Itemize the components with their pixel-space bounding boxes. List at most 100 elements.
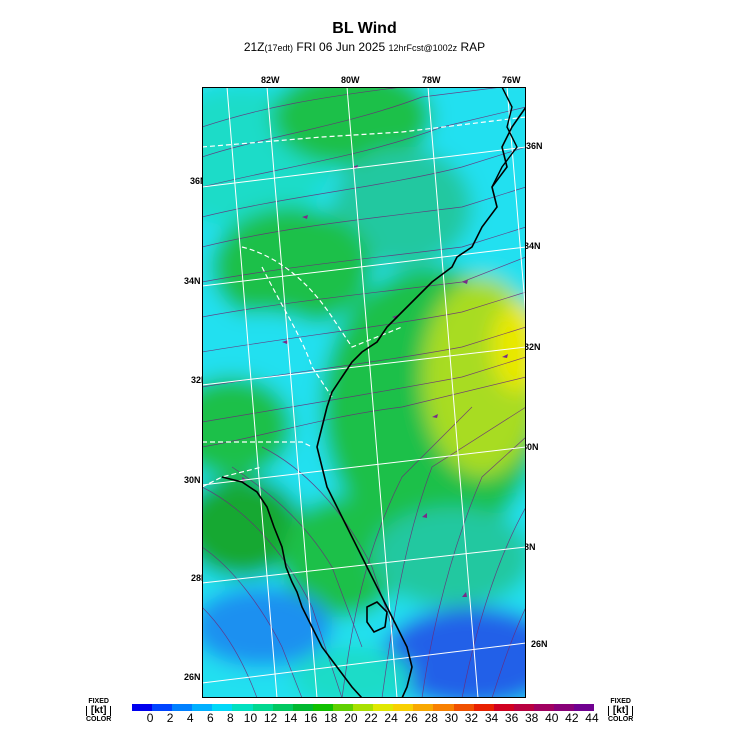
colorbar-tick-label: 36 <box>504 711 519 725</box>
colorbar-tick-label: 32 <box>464 711 479 725</box>
colorbar-tick-label: 20 <box>344 711 358 725</box>
local-time: (17edt) <box>264 43 294 53</box>
speed-field <box>212 207 372 327</box>
colorbar-tick-label: 38 <box>525 711 539 725</box>
chart-title: BL Wind <box>332 20 397 37</box>
colorbar-swatch <box>413 704 434 711</box>
lat-label-right-26n: 26N <box>531 639 548 649</box>
colorbar-tick-label: 18 <box>324 711 338 725</box>
colorbar-swatch <box>574 704 595 711</box>
colorbar-tick-label: 42 <box>565 711 579 725</box>
valid-date: FRI 06 Jun 2025 <box>296 40 386 54</box>
lat-label-left-34n: 34N <box>184 276 201 286</box>
lat-label-left-32n: 32N <box>191 375 208 385</box>
colorbar-swatch <box>292 704 313 711</box>
colorbar-tick-label: 2 <box>166 711 174 725</box>
lat-label-right-32n: 32N <box>524 342 541 352</box>
colorbar-tick-label: 10 <box>243 711 258 725</box>
colorbar-swatch <box>553 704 575 711</box>
speed-field <box>492 302 526 392</box>
chart-subtitle: 21Z(17edt) FRI 06 Jun 2025 12hrFcst@1002… <box>0 40 729 54</box>
lat-label-right-30n: 30N <box>522 442 539 452</box>
lon-label-78w: 78W <box>422 75 441 85</box>
speed-field <box>332 147 472 267</box>
colorbar-swatch <box>232 704 253 711</box>
speed-field <box>202 312 332 382</box>
colorbar-swatch <box>353 704 374 711</box>
colorbar-swatch <box>132 704 153 711</box>
gulf-coastline <box>221 476 363 698</box>
speed-field <box>202 377 292 477</box>
colorbar-swatch <box>152 704 173 711</box>
streamlines <box>202 87 526 698</box>
colorbar-tick-label: 40 <box>545 711 559 725</box>
lat-label-right-34n: 34N <box>524 241 541 251</box>
lon-label-76w: 76W <box>502 75 521 85</box>
colorbar-label-right-unit: [kt] <box>608 706 634 716</box>
speed-field <box>382 607 526 698</box>
colorbar-swatch <box>252 704 273 711</box>
lon-label-80w: 80W <box>341 75 360 85</box>
wind-map <box>202 87 526 698</box>
colorbar-swatch <box>493 704 514 711</box>
colorbar-label-left-line1: FIXED <box>88 698 109 705</box>
colorbar-swatch <box>312 704 333 711</box>
model-name: RAP <box>460 40 486 54</box>
colorbar-tick-label: 44 <box>585 711 599 725</box>
colorbar-tick-label: 24 <box>384 711 398 725</box>
colorbar-tick-label: 0 <box>146 711 154 725</box>
coastline <box>316 106 526 698</box>
colorbar-swatch <box>272 704 293 711</box>
colorbar-tick-label: 26 <box>404 711 418 725</box>
colorbar-tick-label: 16 <box>304 711 318 725</box>
colorbar-tick-label: 28 <box>424 711 438 725</box>
colorbar-label-left-unit: [kt] <box>86 706 112 716</box>
lat-label-right-36n: 36N <box>526 141 543 151</box>
colorbar-label-right: FIXED [kt] COLOR <box>608 698 634 724</box>
state-boundaries <box>202 116 526 488</box>
outer-banks <box>491 87 518 188</box>
speed-field <box>292 647 412 698</box>
colorbar-tick-label: 8 <box>227 711 234 725</box>
lat-label-left-36n: 36N <box>190 176 207 186</box>
colorbar-swatch <box>533 704 554 711</box>
colorbar-tick-label: 12 <box>263 711 278 725</box>
colorbar-swatch <box>172 704 193 711</box>
colorbar-tick-label: 4 <box>186 711 194 725</box>
speed-field <box>202 587 332 667</box>
lon-label-82w: 82W <box>261 75 280 85</box>
map-border <box>202 87 526 698</box>
lake-okeechobee <box>366 601 388 634</box>
lat-label-left-30n: 30N <box>184 475 201 485</box>
colorbar-swatch <box>332 704 354 711</box>
colorbar-swatch <box>373 704 394 711</box>
colorbar-tick-label: 34 <box>484 711 499 725</box>
colorbar-label-left: FIXED [kt] COLOR <box>86 698 112 724</box>
colorbar-tick-label: 6 <box>206 711 214 725</box>
speed-field <box>372 507 526 607</box>
colorbar-tick-label: 14 <box>283 711 298 725</box>
colorbar-swatch <box>212 704 233 711</box>
lat-label-left-28n: 28N <box>191 573 208 583</box>
forecast-info: 12hrFcst@1002z <box>388 43 458 53</box>
valid-hour: 21Z <box>243 40 265 54</box>
lat-lon-grid <box>202 87 526 698</box>
colorbar-ticks: 0 2 4 6 8 10 12 14 16 18 20 22 24 26 28 30 32 34 36 38 40 42 4… <box>132 711 599 727</box>
colorbar-swatch <box>453 704 474 711</box>
colorbar-label-right-line1: FIXED <box>610 698 631 705</box>
colorbar-swatch <box>393 704 414 711</box>
colorbar-label-right-line3: COLOR <box>608 716 634 723</box>
colorbar-swatch <box>473 704 494 711</box>
colorbar-label-left-line3: COLOR <box>86 716 112 723</box>
flow-arrows <box>242 165 508 597</box>
colorbar <box>132 704 595 711</box>
lat-label-right-28n: 28N <box>519 542 536 552</box>
lat-label-left-26n: 26N <box>184 672 201 682</box>
colorbar-tick-label: 22 <box>364 711 378 725</box>
speed-field <box>272 87 432 167</box>
colorbar-swatch <box>513 704 534 711</box>
colorbar-swatch <box>433 704 454 711</box>
speed-field <box>282 497 402 617</box>
colorbar-tick-label: 30 <box>444 711 459 725</box>
colorbar-swatch <box>192 704 213 711</box>
